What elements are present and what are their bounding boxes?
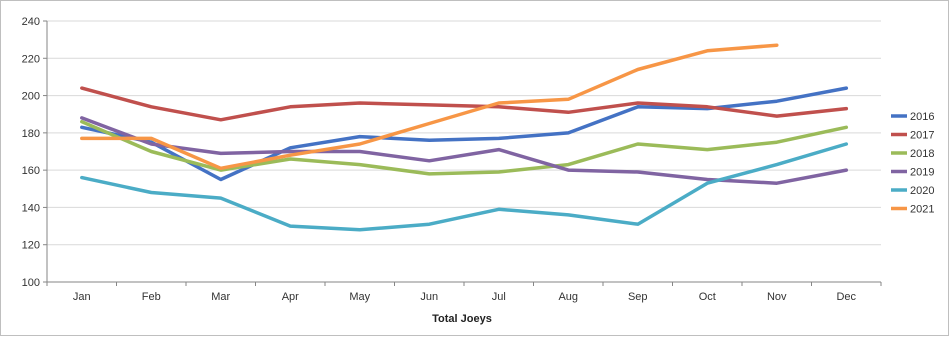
legend-label-2021: 2021: [910, 204, 934, 216]
x-tick-label: May: [349, 291, 370, 303]
y-tick-label: 120: [22, 240, 40, 252]
y-tick-label: 180: [22, 128, 40, 140]
x-tick-label: Aug: [558, 291, 578, 303]
legend: 2016 2017 2018 2019 2020 2021: [891, 111, 934, 216]
x-tick-label: Jan: [73, 291, 91, 303]
series-line-2021: [80, 43, 779, 171]
x-tick-label: Mar: [211, 291, 230, 303]
gridlines: [47, 20, 881, 283]
legend-label-2017: 2017: [910, 130, 934, 142]
series-line-2018: [80, 119, 849, 176]
series-line-2017: [80, 86, 849, 122]
legend-label-2019: 2019: [910, 167, 934, 179]
x-tick-label: Apr: [282, 291, 299, 303]
y-tick-label: 100: [22, 277, 40, 289]
x-tick-label: Dec: [836, 291, 856, 303]
series-line-2016: [80, 86, 849, 182]
x-tick-label: Jun: [420, 291, 438, 303]
y-tick-label: 200: [22, 91, 40, 103]
y-tick-label: 240: [22, 16, 40, 28]
y-tick-label: 220: [22, 53, 40, 65]
x-tick-label: Nov: [767, 291, 787, 303]
legend-label-2018: 2018: [910, 148, 934, 160]
legend-label-2020: 2020: [910, 185, 934, 197]
y-tick-label: 140: [22, 202, 40, 214]
x-tick-label: Jul: [492, 291, 506, 303]
legend-label-2016: 2016: [910, 111, 934, 123]
y-tick-label: 160: [22, 165, 40, 177]
x-tick-label: Feb: [142, 291, 161, 303]
x-tick-label: Oct: [699, 291, 716, 303]
series-line-2020: [80, 142, 849, 232]
x-axis-title: Total Joeys: [432, 313, 492, 325]
axes: 100 120 140 160 180 200 220 240 Jan Feb Mar Apr May J…: [22, 16, 882, 303]
series-lines: [80, 43, 849, 232]
x-tick-label: Sep: [628, 291, 648, 303]
